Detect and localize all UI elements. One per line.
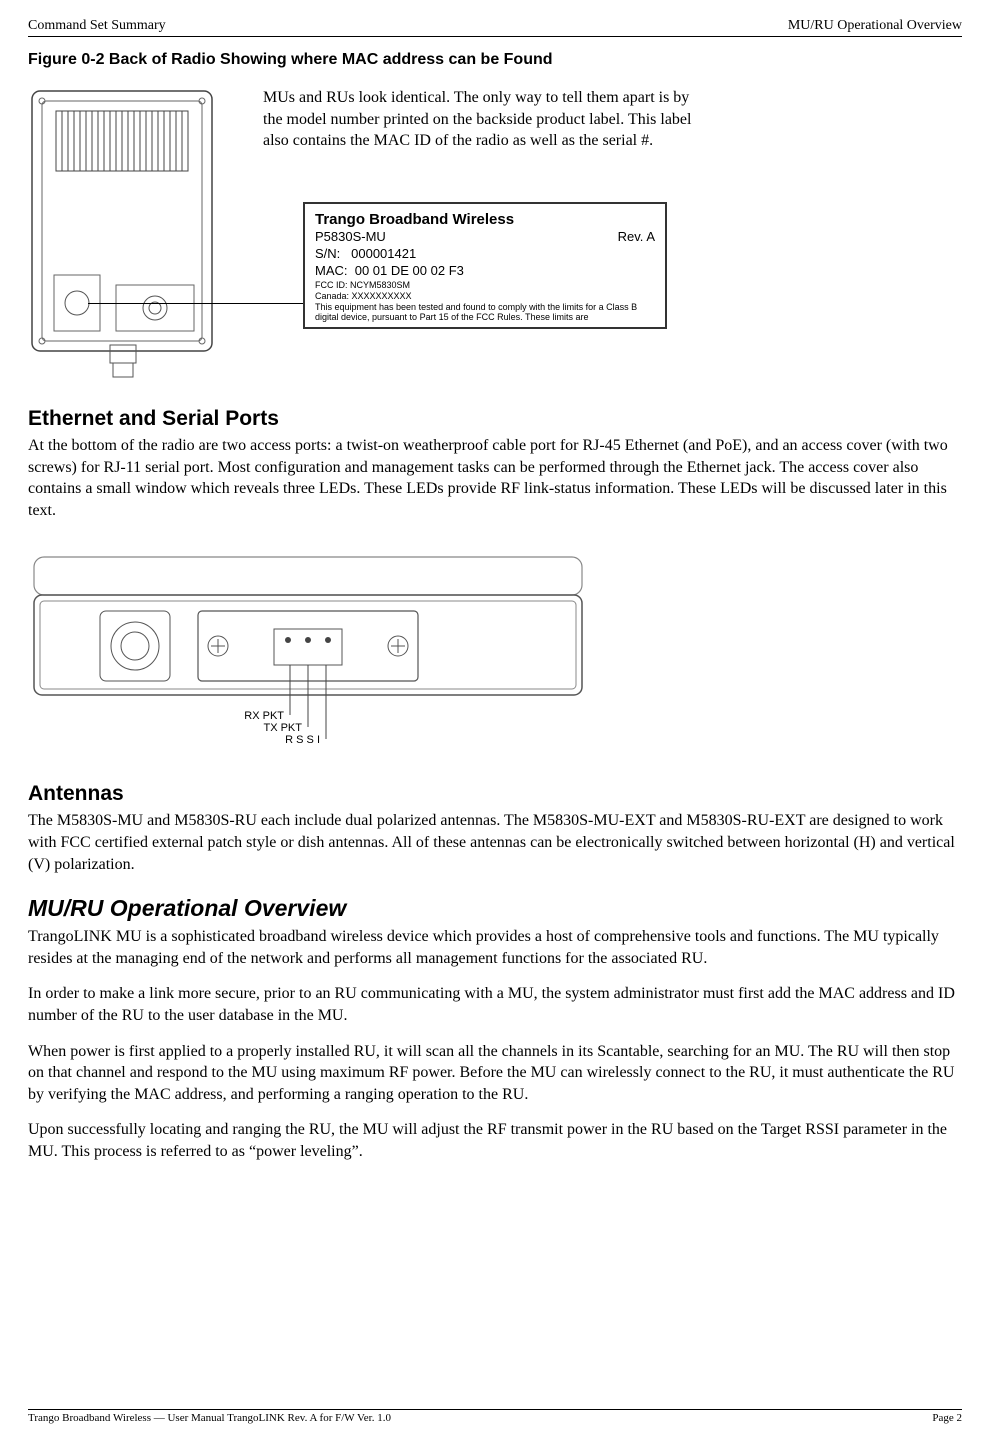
label-fine-print: This equipment has been tested and found… <box>315 302 655 324</box>
footer-right: Page 2 <box>932 1412 962 1424</box>
svg-text:R S S I: R S S I <box>285 734 320 746</box>
operational-overview-heading: MU/RU Operational Overview <box>28 895 962 922</box>
running-header: Command Set Summary MU/RU Operational Ov… <box>28 18 962 37</box>
antennas-paragraph: The M5830S-MU and M5830S-RU each include… <box>28 810 962 875</box>
footer-left: Trango Broadband Wireless — User Manual … <box>28 1412 391 1424</box>
running-footer: Trango Broadband Wireless — User Manual … <box>28 1409 962 1424</box>
label-sn-val: 000001421 <box>351 246 416 261</box>
label-sn-key: S/N: <box>315 246 340 261</box>
op-para-1: TrangoLINK MU is a sophisticated broadba… <box>28 926 962 969</box>
op-para-3: When power is first applied to a properl… <box>28 1041 962 1106</box>
label-fcc: FCC ID: NCYM5830SM <box>315 280 655 291</box>
ethernet-paragraph: At the bottom of the radio are two acces… <box>28 435 962 521</box>
radio-back-illustration <box>28 85 233 385</box>
label-rev: Rev. A <box>618 229 655 246</box>
antennas-heading: Antennas <box>28 782 962 806</box>
led-illustration: RX PKT TX PKT R S S I <box>28 535 962 760</box>
svg-text:TX PKT: TX PKT <box>263 722 302 734</box>
header-left: Command Set Summary <box>28 18 166 34</box>
intro-paragraph: MUs and RUs look identical. The only way… <box>263 87 693 152</box>
op-para-2: In order to make a link more secure, pri… <box>28 983 962 1026</box>
label-model: P5830S-MU <box>315 229 618 246</box>
product-label-callout: Trango Broadband Wireless P5830S-MU Rev.… <box>303 202 667 329</box>
figure-caption: Figure 0-2 Back of Radio Showing where M… <box>28 51 962 69</box>
op-para-4: Upon successfully locating and ranging t… <box>28 1119 962 1162</box>
ethernet-heading: Ethernet and Serial Ports <box>28 407 962 431</box>
label-company: Trango Broadband Wireless <box>315 210 655 230</box>
label-canada: Canada: XXXXXXXXXX <box>315 291 655 302</box>
svg-text:RX PKT: RX PKT <box>244 710 284 722</box>
header-right: MU/RU Operational Overview <box>788 18 962 34</box>
label-mac-key: MAC: <box>315 263 348 278</box>
label-mac-val: 00 01 DE 00 02 F3 <box>355 263 464 278</box>
